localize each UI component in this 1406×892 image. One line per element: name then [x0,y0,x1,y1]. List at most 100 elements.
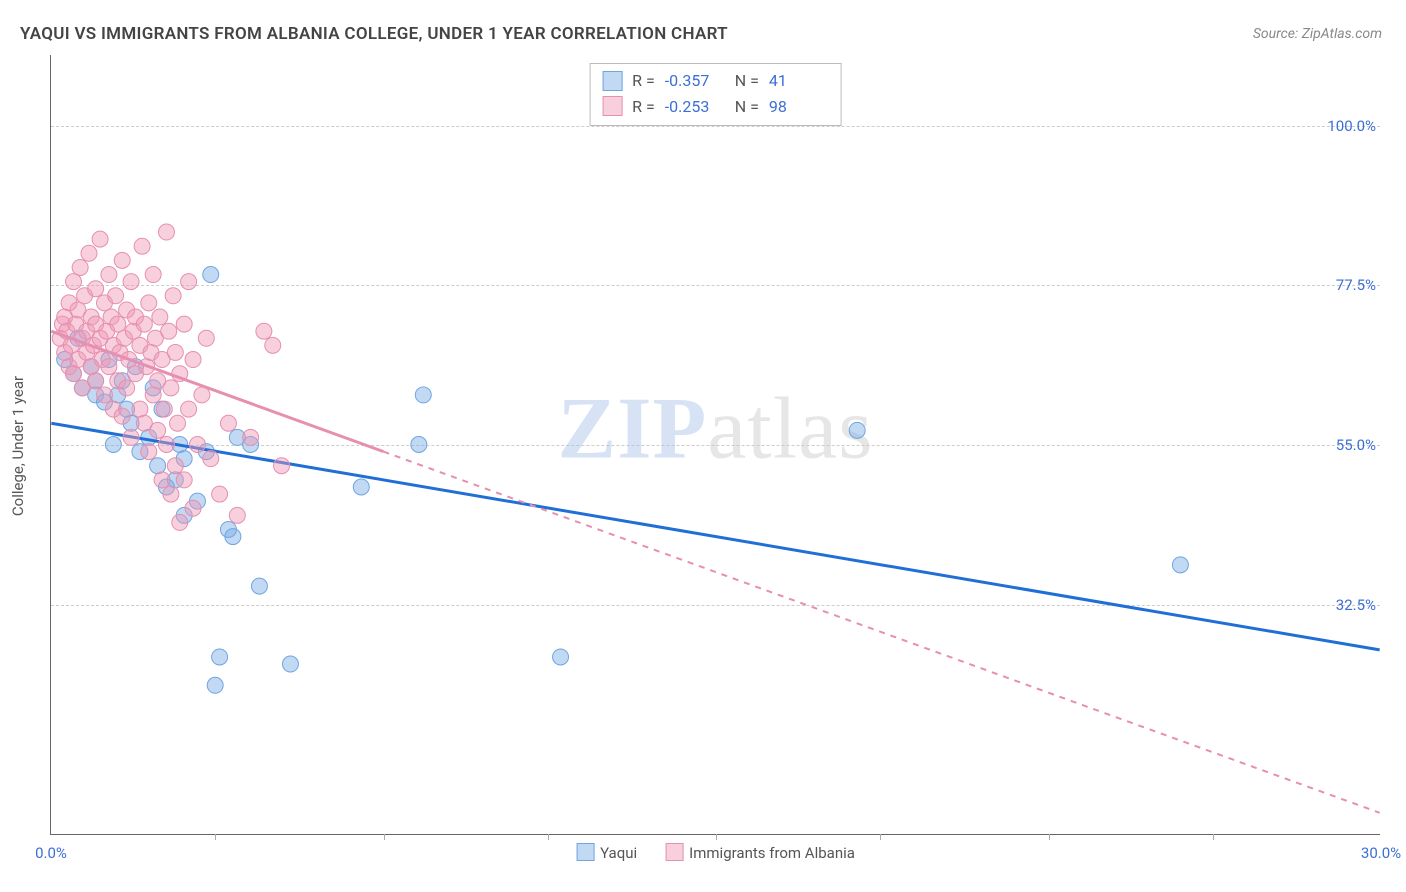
plot-svg [51,55,1380,834]
albania-point [145,267,161,283]
albania-point [123,274,139,290]
albania-swatch [602,96,622,116]
yaqui-swatch [602,71,622,91]
yaqui-point [212,649,228,665]
r-label: R = [632,94,655,120]
albania-point [198,330,214,346]
albania-point [141,295,157,311]
source-attribution: Source: ZipAtlas.com [1253,26,1382,42]
albania-point [123,429,139,445]
albania-point [108,288,124,304]
albania-point [265,337,281,353]
yaqui-point [150,458,166,474]
albania-point [154,472,170,488]
albania-point [156,401,172,417]
albania-point [81,245,97,261]
albania-point [119,380,135,396]
x-minor-tick [880,834,881,840]
y-axis-label: College, Under 1 year [9,376,27,516]
yaqui-legend-swatch [576,843,594,861]
yaqui-point [105,437,121,453]
albania-trendline-dashed [383,452,1379,813]
albania-point [145,387,161,403]
albania-point [101,359,117,375]
albania-point [134,238,150,254]
albania-point [158,224,174,240]
albania-point [243,429,259,445]
yaqui-point [282,656,298,672]
yaqui-trendline [51,423,1379,650]
yaqui-point [225,529,241,545]
albania-point [92,231,108,247]
yaqui-point [1172,557,1188,573]
n-value: 98 [769,94,829,120]
albania-point [66,366,82,382]
chart-container: YAQUI VS IMMIGRANTS FROM ALBANIA COLLEGE… [0,0,1406,892]
albania-point [152,309,168,325]
albania-point [114,252,130,268]
yaqui-point [553,649,569,665]
albania-point [181,274,197,290]
albania-point [220,415,236,431]
n-value: 41 [769,68,829,94]
albania-point [161,323,177,339]
legend-item-albania: Immigrants from Albania [665,843,855,862]
albania-point [96,387,112,403]
chart-title: YAQUI VS IMMIGRANTS FROM ALBANIA COLLEGE… [20,24,728,44]
albania-legend-label: Immigrants from Albania [689,844,855,862]
albania-point [167,344,183,360]
albania-point [189,437,205,453]
source-link[interactable]: ZipAtlas.com [1302,26,1382,42]
yaqui-point [207,677,223,693]
albania-point [203,451,219,467]
x-minor-tick [384,834,385,840]
albania-point [172,514,188,530]
yaqui-point [415,387,431,403]
yaqui-point [353,479,369,495]
yaqui-point [251,578,267,594]
albania-point [163,486,179,502]
albania-point [150,422,166,438]
yaqui-point [203,267,219,283]
legend-item-yaqui: Yaqui [576,843,637,862]
r-label: R = [632,68,655,94]
stats-row-yaqui: R =-0.357N =41 [602,68,829,94]
albania-point [185,352,201,368]
x-tick-label: 0.0% [35,844,67,862]
r-value: -0.253 [665,94,725,120]
albania-point [88,281,104,297]
x-minor-tick [548,834,549,840]
n-label: N = [735,94,759,120]
albania-legend-swatch [665,843,683,861]
albania-point [136,316,152,332]
x-tick-label: 30.0% [1361,844,1401,862]
albania-point [181,401,197,417]
albania-point [66,274,82,290]
albania-point [165,288,181,304]
albania-point [114,408,130,424]
albania-point [176,472,192,488]
plot-area: ZIPatlas R =-0.357N =41R =-0.253N =98 Ya… [50,55,1380,835]
albania-point [185,500,201,516]
albania-point [212,486,228,502]
stats-row-albania: R = -0.253 N = 98 [602,94,829,120]
albania-point [110,316,126,332]
albania-point [72,259,88,275]
source-prefix: Source: [1253,26,1302,42]
n-label: N = [735,68,759,94]
yaqui-point [411,437,427,453]
albania-point [167,458,183,474]
albania-point [132,401,148,417]
albania-point [274,458,290,474]
albania-point [158,437,174,453]
albania-point [176,316,192,332]
x-minor-tick [1049,834,1050,840]
x-minor-tick [215,834,216,840]
x-minor-tick [1213,834,1214,840]
albania-point [256,323,272,339]
albania-point [163,380,179,396]
x-minor-tick [716,834,717,840]
legend-bottom: Yaqui Immigrants from Albania [576,843,855,862]
yaqui-legend-label: Yaqui [600,844,637,862]
albania-point [170,415,186,431]
